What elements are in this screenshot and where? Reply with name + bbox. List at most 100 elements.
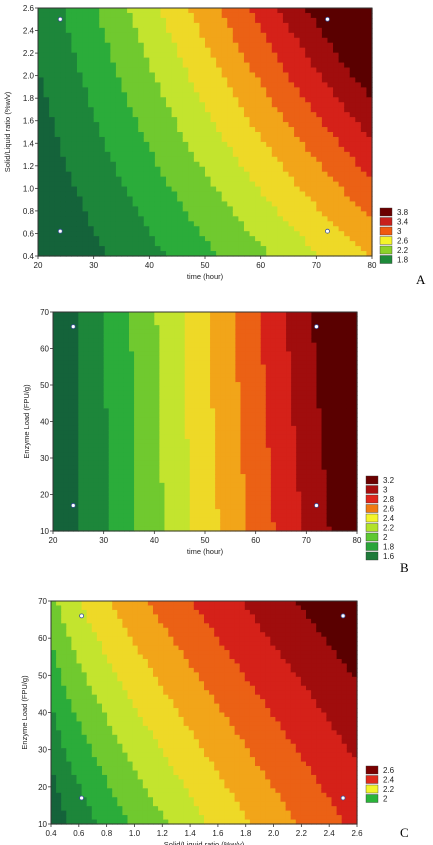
x-tick-label: 1.6 (212, 829, 224, 838)
legend-label: 1.8 (383, 543, 395, 552)
legend-swatch (365, 765, 379, 775)
design-point (57, 228, 63, 234)
y-tick-label: 30 (40, 454, 49, 463)
y-axis-label: Enzyme Load (FPU/g) (20, 675, 29, 750)
x-axis: 0.4 0.6 0.8 1.0 1.2 1.4 1.6 1.8 2.0 2.2 2.4 2.6 (45, 824, 363, 838)
y-axis: 0.4 0.6 0.8 1.0 1.2 1.4 1.6 1.8 2.0 2.2 2.4 2.6 (23, 4, 38, 261)
x-axis-label: time (hour) (187, 272, 224, 281)
legend-swatch (365, 775, 379, 784)
y-tick-label: 60 (40, 345, 49, 354)
legend-label: 1.8 (397, 256, 409, 265)
design-point (325, 228, 330, 234)
legend-label: 2.4 (383, 776, 395, 785)
design-point (70, 324, 76, 329)
x-tick-label: 70 (302, 536, 311, 545)
x-tick-label: 50 (201, 261, 210, 270)
legend-swatch (365, 523, 379, 532)
legend: 3.232.82.62.42.221.81.6 (365, 475, 395, 561)
legend-swatch (379, 255, 393, 264)
y-tick-label: 0.8 (23, 207, 35, 216)
y-tick-label: 2.2 (23, 49, 35, 58)
y-tick-label: 1.6 (23, 117, 35, 126)
x-tick-label: 0.6 (73, 829, 85, 838)
legend-label: 2.6 (383, 505, 395, 514)
legend-swatch (365, 475, 379, 485)
legend-label: 2.4 (383, 514, 395, 523)
y-tick-label: 40 (40, 418, 49, 427)
design-point (79, 795, 84, 801)
design-points (70, 324, 319, 508)
x-axis: 20 30 40 50 60 70 80 (34, 256, 377, 270)
x-tick-label: 70 (312, 261, 321, 270)
legend-label: 3.4 (397, 218, 409, 227)
x-tick-label: 1.0 (129, 829, 141, 838)
x-tick-label: 1.2 (157, 829, 169, 838)
design-point (325, 16, 330, 22)
legend-swatch (365, 784, 379, 794)
legend-label: 2.8 (383, 495, 395, 504)
x-tick-label: 20 (34, 261, 43, 270)
panel-label-c: C (400, 825, 409, 840)
x-tick-label: 40 (150, 536, 159, 545)
legend-swatch (379, 207, 393, 217)
legend-swatch (365, 794, 379, 803)
contour-surface (51, 601, 358, 825)
x-tick-label: 2.2 (296, 829, 308, 838)
legend-label: 3.8 (397, 208, 409, 217)
y-tick-label: 0.4 (23, 252, 35, 261)
design-points (57, 16, 330, 234)
legend-swatch (379, 217, 393, 226)
x-tick-label: 20 (49, 536, 58, 545)
legend-label: 2.2 (397, 246, 409, 255)
legend: 2.62.42.22 (365, 765, 395, 804)
design-point (79, 613, 84, 619)
x-tick-label: 40 (145, 261, 154, 270)
y-tick-label: 70 (38, 597, 47, 606)
panel-a: 20 30 40 50 60 70 80 time (hour) 0.4 0.6 0.8 1.0 1.2… (0, 0, 433, 290)
design-point (57, 16, 63, 22)
legend-swatch (379, 245, 393, 255)
legend-swatch (365, 532, 379, 542)
legend-swatch (365, 513, 379, 523)
legend-swatch (379, 236, 393, 245)
legend-swatch (379, 226, 393, 236)
legend-label: 3 (383, 486, 388, 495)
x-tick-label: 0.8 (101, 829, 113, 838)
y-tick-label: 2.6 (23, 4, 35, 13)
y-axis: 10 20 30 40 50 60 70 (40, 308, 53, 536)
design-point (70, 503, 76, 508)
x-tick-label: 1.8 (240, 829, 252, 838)
design-point (340, 795, 346, 801)
y-tick-label: 1.2 (23, 162, 35, 171)
y-tick-label: 50 (40, 381, 49, 390)
y-tick-label: 1.8 (23, 94, 35, 103)
design-point (340, 613, 346, 619)
x-tick-label: 2.4 (324, 829, 336, 838)
legend-swatch (365, 504, 379, 513)
legend-label: 2.2 (383, 524, 395, 533)
contour-chart-c: 0.4 0.6 0.8 1.0 1.2 1.4 1.6 1.8 2.0 2.2 2.4 2.6Soli… (20, 597, 395, 845)
panel-label-a: A (416, 272, 426, 287)
y-tick-label: 30 (38, 746, 47, 755)
legend-label: 1.6 (383, 552, 395, 561)
contour-surface (38, 8, 373, 257)
x-axis-label: Solid/Liquid ratio (%w/v) (164, 840, 245, 845)
legend-swatch (365, 494, 379, 504)
y-axis-label: Enzyme Load (FPU/g) (22, 384, 31, 459)
legend-label: 2.2 (383, 785, 395, 794)
panel-label-b: B (400, 560, 409, 575)
y-tick-label: 2.0 (23, 72, 35, 81)
design-points (79, 613, 346, 801)
x-axis: 20 30 40 50 60 70 80 (49, 531, 362, 545)
y-tick-label: 10 (38, 820, 47, 829)
y-tick-label: 20 (38, 783, 47, 792)
x-tick-label: 80 (353, 536, 362, 545)
y-tick-label: 40 (38, 709, 47, 718)
x-tick-label: 30 (99, 536, 108, 545)
legend-swatch (365, 542, 379, 551)
legend-label: 2 (383, 533, 388, 542)
x-tick-label: 30 (89, 261, 98, 270)
x-axis-label: time (hour) (187, 547, 224, 556)
x-tick-label: 60 (256, 261, 265, 270)
